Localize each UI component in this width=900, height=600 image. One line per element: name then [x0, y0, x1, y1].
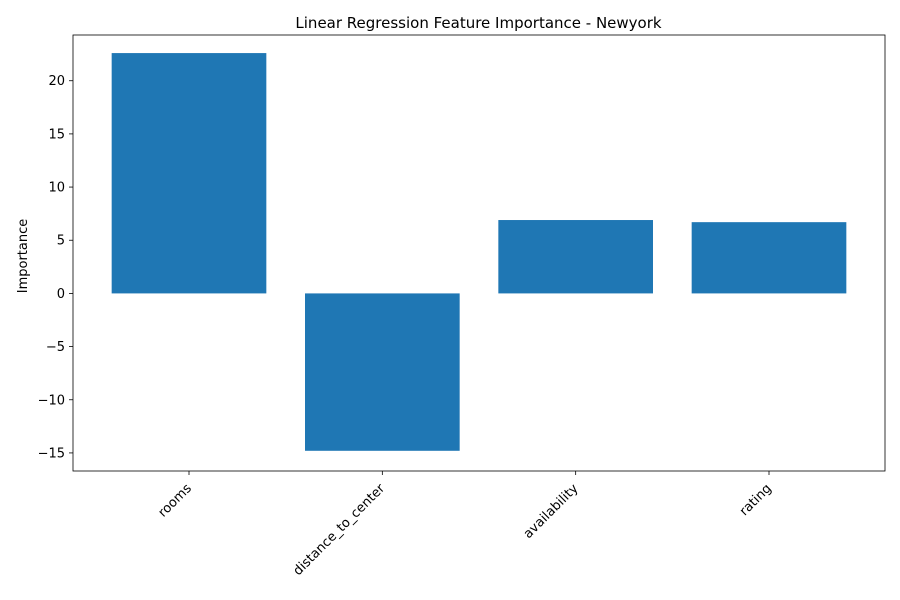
y-tick-label: −5	[46, 340, 65, 355]
y-tick-label: 20	[48, 74, 65, 89]
y-tick-label: 5	[57, 234, 65, 249]
bar-rooms	[111, 53, 267, 294]
bar-distance_to_center	[305, 293, 460, 451]
y-axis-ticks: −15 −10 −5 0 5 10 15 20	[38, 74, 73, 461]
y-tick-label: −10	[38, 393, 65, 408]
x-tick-label: distance_to_center	[291, 481, 389, 579]
x-axis-ticks: rooms distance_to_center availability ratin…	[156, 471, 775, 579]
bar-availability	[498, 220, 653, 294]
y-tick-label: 10	[48, 181, 65, 196]
chart-title: Linear Regression Feature Importance - N…	[295, 14, 661, 32]
y-axis-label: Importance	[16, 219, 31, 294]
bar-rating	[691, 222, 847, 294]
x-tick-label: rating	[737, 481, 775, 519]
y-tick-label: 15	[48, 127, 65, 142]
x-tick-label: availability	[521, 481, 582, 542]
y-tick-label: −15	[38, 446, 65, 461]
bars-group	[111, 53, 847, 451]
x-tick-label: rooms	[156, 481, 195, 520]
plot-frame	[72, 34, 886, 472]
y-tick-label: 0	[57, 287, 65, 302]
